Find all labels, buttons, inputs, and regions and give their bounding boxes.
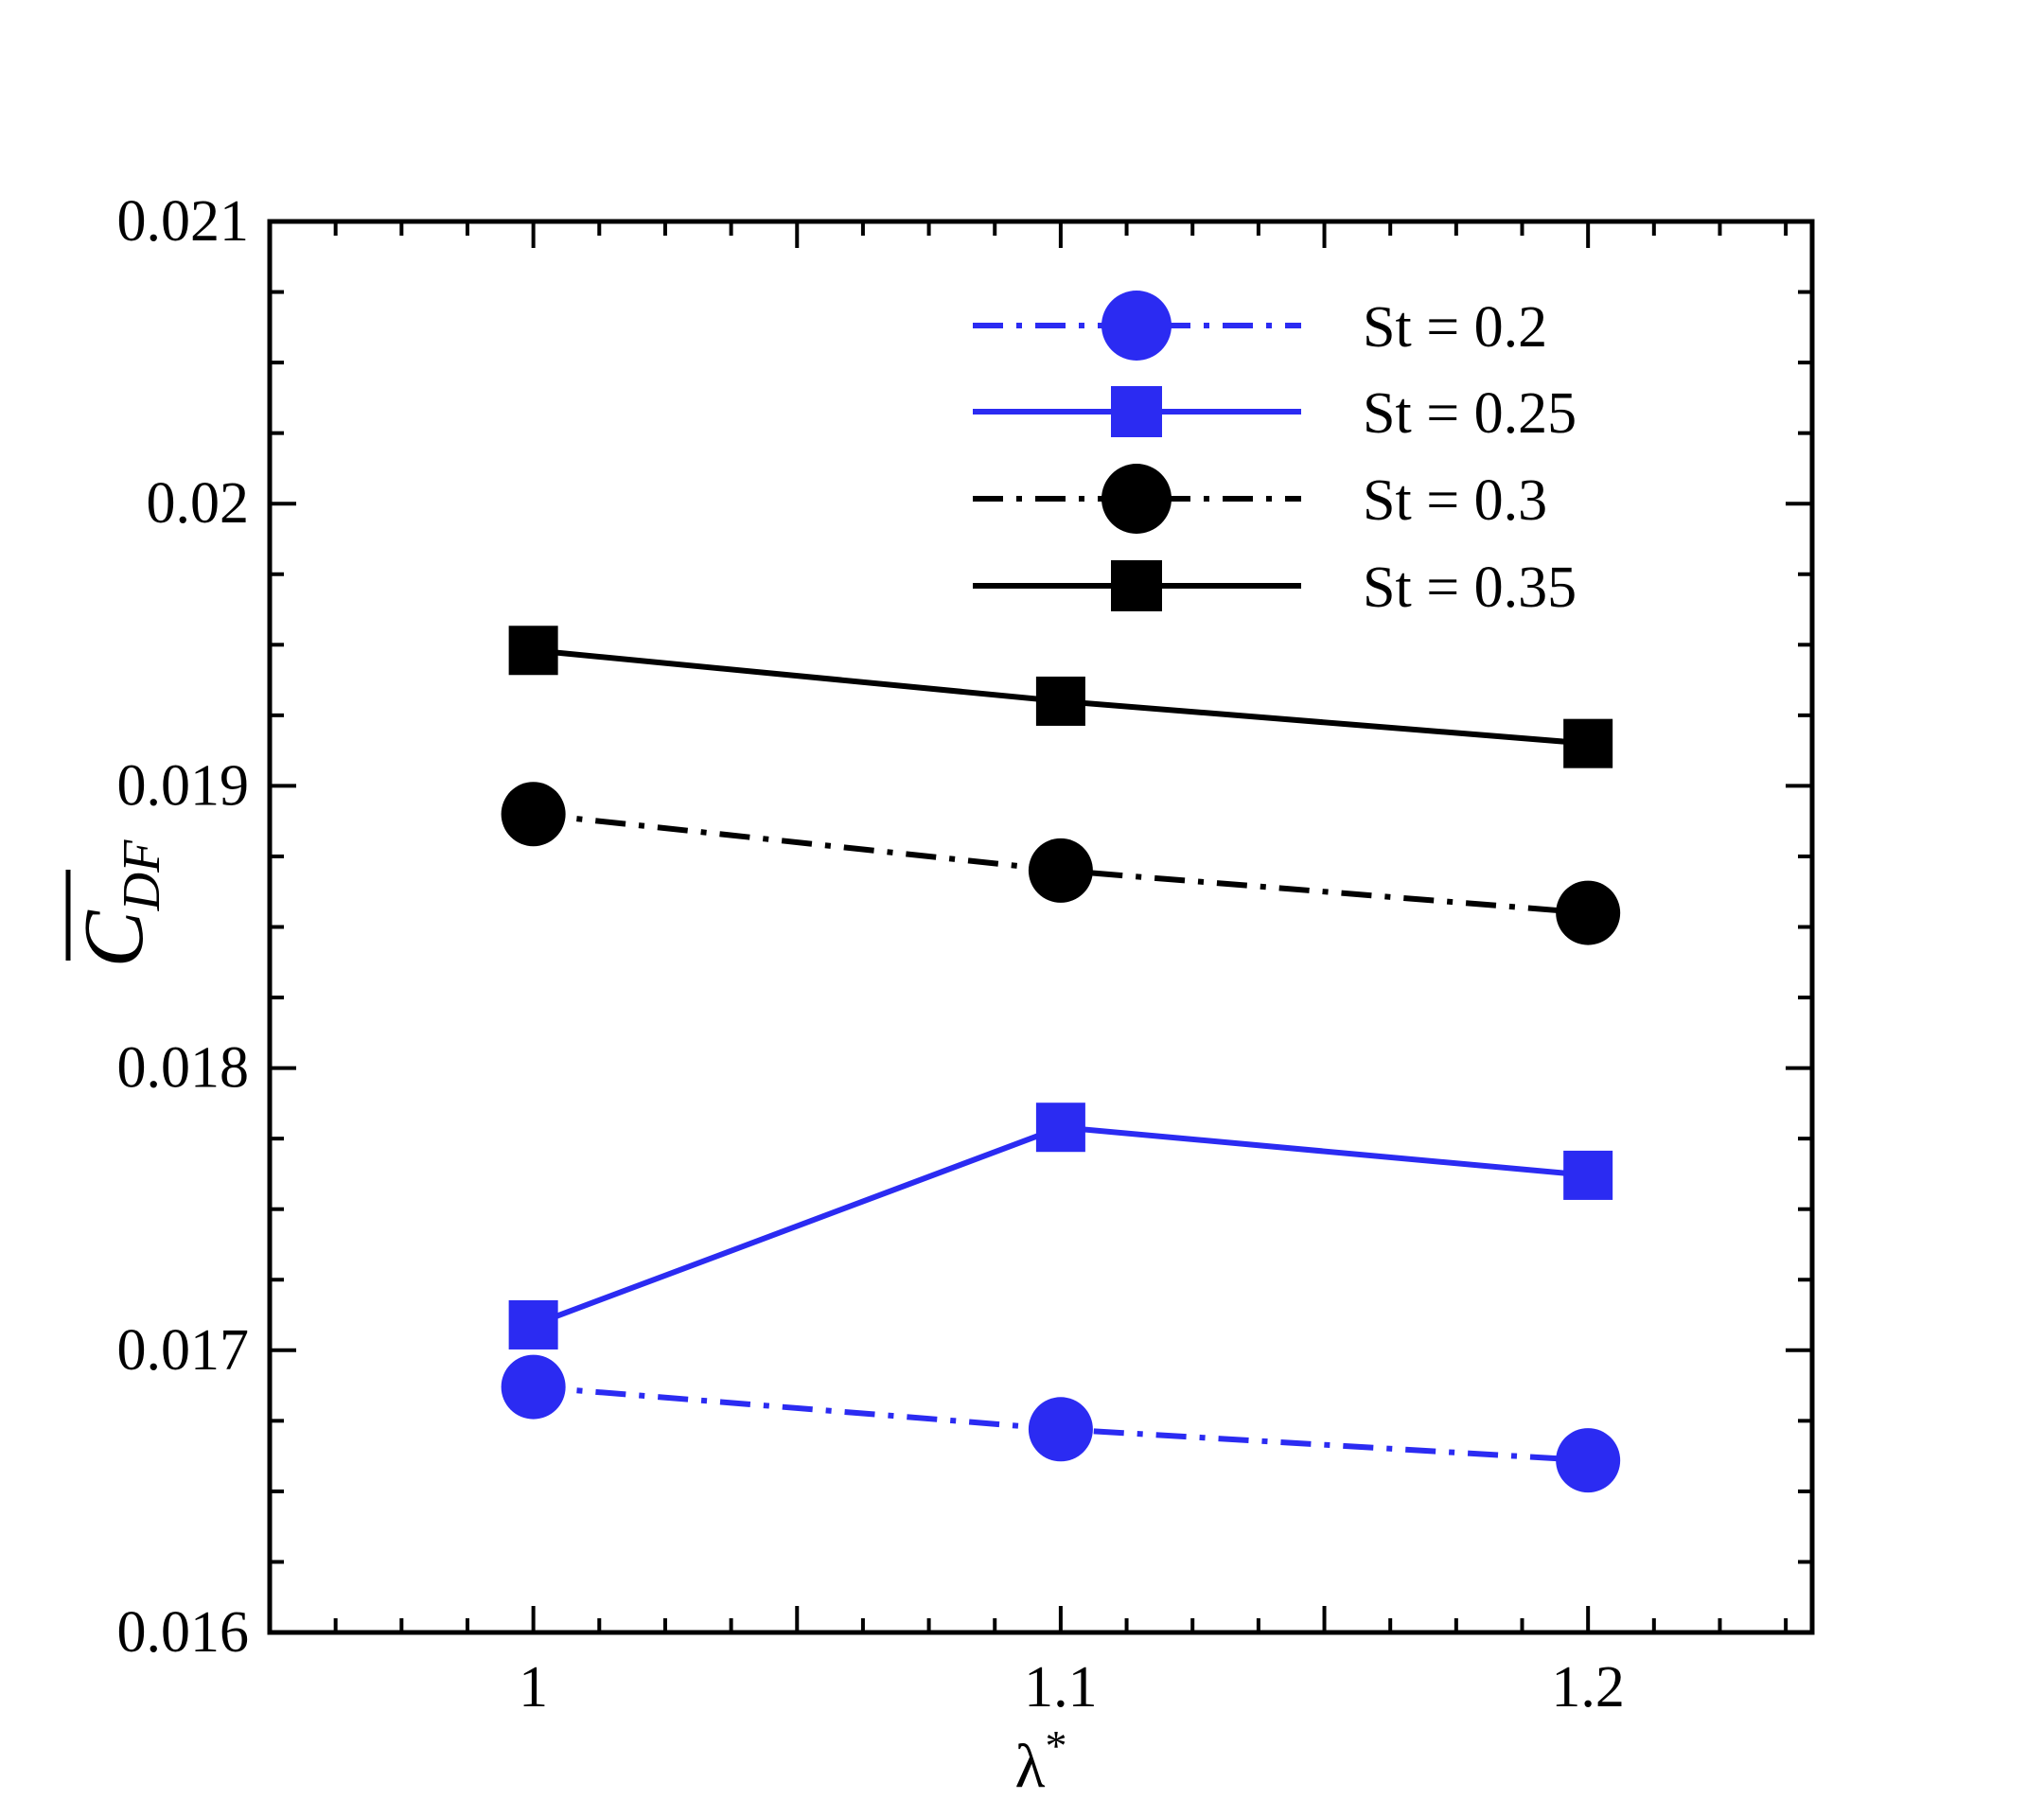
x-tick-label: 1 [519,1655,548,1720]
data-point [501,1354,566,1420]
y-tick-label: 0.021 [117,189,250,254]
legend-label: St = 0.35 [1363,556,1577,620]
series-st-0-3 [501,782,1621,945]
x-axis-title: λ* [1014,1721,1066,1801]
data-point [1556,1428,1621,1493]
y-axis-title-subscript: DF [113,839,171,911]
svg-text:CDF: CDF [67,839,171,967]
y-axis-title: CDF [65,839,171,967]
data-point [1035,676,1085,726]
y-tick-label: 0.016 [117,1600,250,1665]
data-point [508,626,558,676]
data-point [1028,1397,1093,1462]
data-point [1556,880,1621,945]
legend-label: St = 0.2 [1363,295,1547,360]
y-tick-label: 0.02 [147,471,250,536]
series-line [533,811,1589,916]
legend-item: St = 0.35 [973,556,1577,620]
data-point [1563,1150,1613,1200]
series-st-0-2 [501,1354,1621,1493]
y-axis-title-symbol: C [67,909,161,967]
legend-item: St = 0.2 [973,291,1547,361]
x-tick-label: 1.1 [1024,1655,1098,1720]
series-st-0-35 [508,626,1613,768]
y-tick-label: 0.017 [117,1318,250,1383]
series-st-0-25 [508,1103,1613,1350]
legend-label: St = 0.25 [1363,381,1577,446]
legend: St = 0.2 St = 0.25 St = 0.3 St = 0.35 [973,291,1577,620]
series-group [501,626,1621,1493]
legend-item: St = 0.25 [973,381,1577,446]
data-point [508,1299,558,1350]
x-tick-label: 1.2 [1551,1655,1625,1720]
y-tick-label: 0.018 [117,1036,250,1101]
data-point [1563,718,1613,768]
x-axis-title-superscript: * [1046,1721,1067,1770]
data-point [1028,838,1093,903]
legend-marker [1111,386,1162,437]
data-point [1035,1103,1085,1153]
legend-marker [1111,560,1162,611]
y-tick-label: 0.019 [117,753,250,818]
data-point [501,782,566,847]
x-axis-title-symbol: λ [1014,1732,1045,1801]
legend-label: St = 0.3 [1363,468,1547,533]
legend-marker [1101,291,1172,361]
axes: 0.016 0.017 0.018 0.019 0.02 0.021 1 1.1 1.2 [117,189,1815,1720]
legend-item: St = 0.3 [973,464,1547,534]
legend-marker [1101,464,1172,534]
